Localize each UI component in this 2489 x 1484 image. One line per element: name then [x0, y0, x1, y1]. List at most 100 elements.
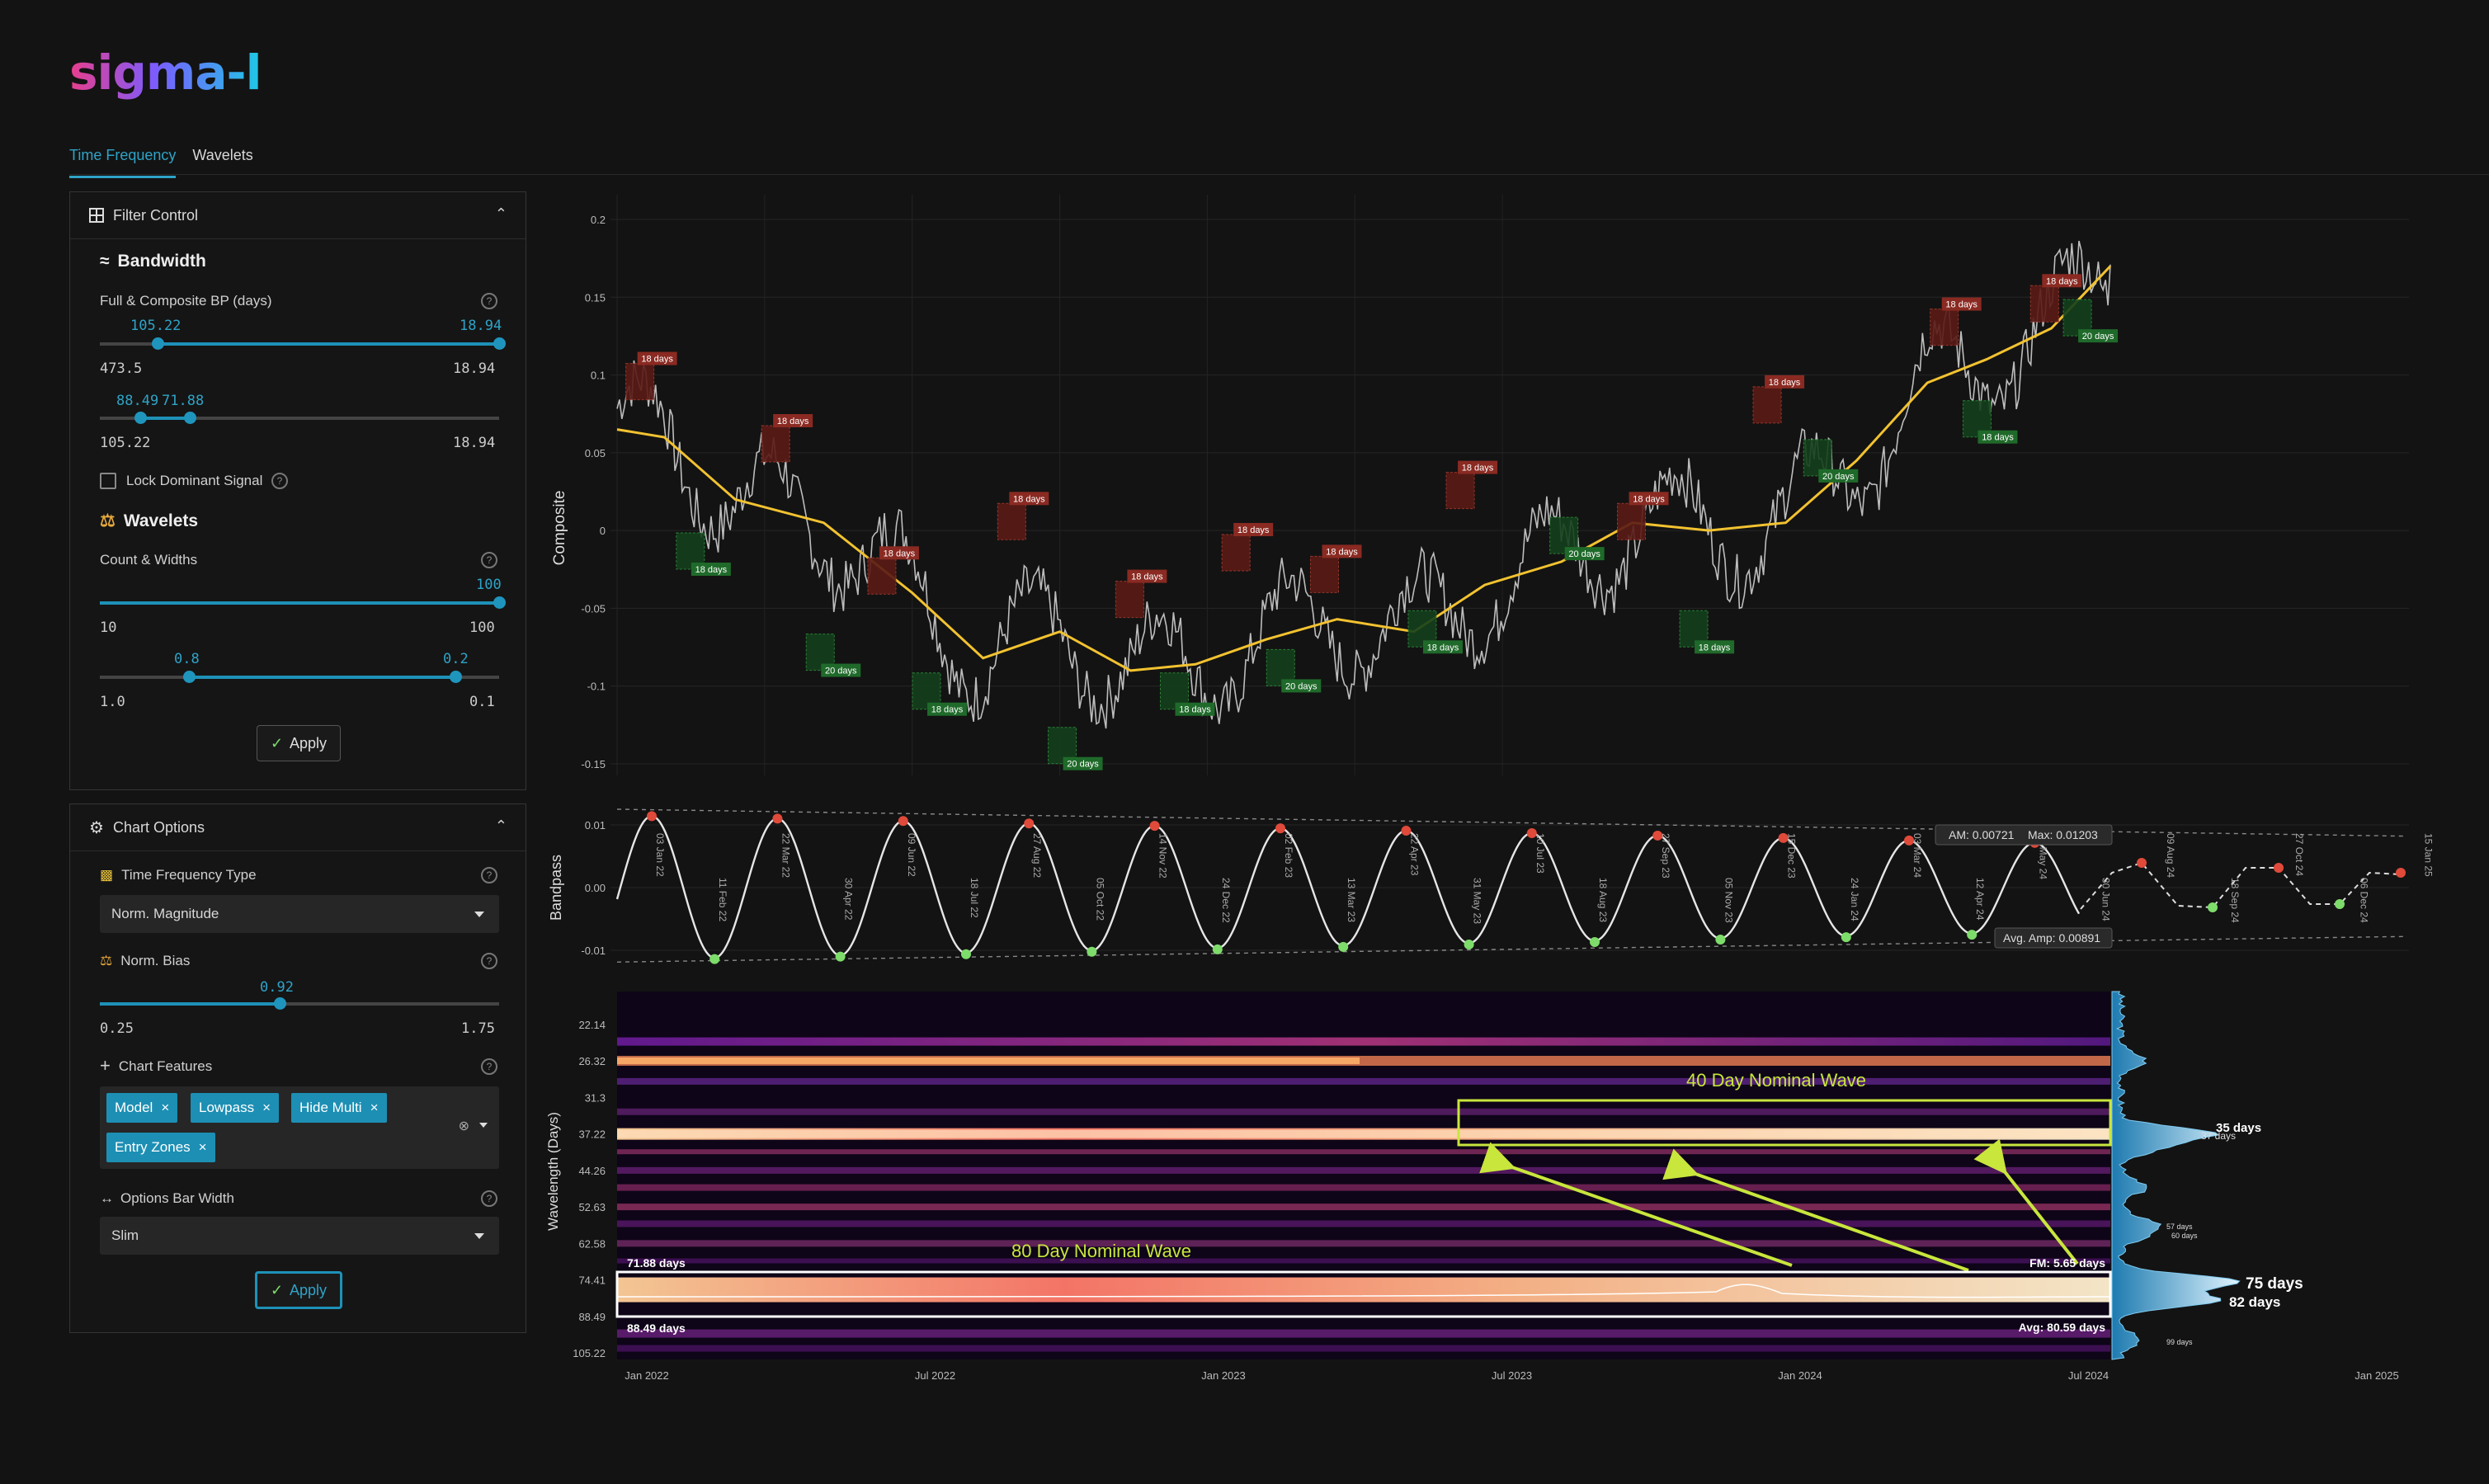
feature-tag[interactable]: Model ×	[106, 1093, 178, 1123]
tf-type-select[interactable]: Norm. Magnitude	[100, 895, 499, 933]
peak-label: 18 days	[1462, 464, 1494, 473]
peak-label: 18 days	[2046, 276, 2078, 286]
peak-dot	[1401, 826, 1412, 836]
lock-dominant-row[interactable]: Lock Dominant Signal	[100, 473, 262, 489]
heatmap-band	[617, 1149, 2110, 1155]
filter-apply-button[interactable]: ✓ Apply	[257, 725, 341, 761]
date-label: 14 Nov 22	[1157, 833, 1169, 879]
date-label: 05 Oct 22	[1094, 878, 1105, 921]
peak-label-bg	[773, 414, 813, 427]
y-tick-label: 0.01	[585, 819, 606, 832]
slider-handle[interactable]	[493, 337, 506, 350]
trough-label: 18 days	[1699, 643, 1731, 652]
close-icon[interactable]: ×	[198, 1139, 207, 1155]
slider4-low-value: 0.8	[174, 651, 200, 667]
feature-tag[interactable]: Entry Zones ×	[106, 1133, 215, 1162]
heatmap-band	[617, 1345, 2110, 1352]
heatmap-band	[617, 1108, 2110, 1115]
slider2-high-value: 71.88	[162, 393, 205, 409]
slider-handle[interactable]	[184, 412, 196, 424]
help-icon[interactable]: ?	[481, 552, 497, 568]
peak-label: 18 days	[1769, 378, 1801, 388]
close-icon[interactable]: ×	[161, 1100, 170, 1115]
help-icon[interactable]: ?	[481, 867, 497, 883]
waves-icon: ≈	[100, 252, 110, 271]
lock-dominant-checkbox[interactable]	[100, 473, 116, 489]
y-tick-label: 31.3	[585, 1091, 606, 1104]
trough-label: 18 days	[1982, 433, 2014, 443]
help-icon[interactable]: ?	[481, 293, 497, 309]
chart-options-header[interactable]: ⚙ Chart Options ⌃	[70, 804, 526, 851]
projection-dot	[2137, 858, 2147, 868]
date-label: 27 Sep 23	[1660, 833, 1671, 879]
peak-dot	[647, 811, 657, 822]
trough-label-bg	[1978, 430, 2018, 444]
chevron-up-icon[interactable]: ⌃	[494, 817, 507, 834]
help-icon[interactable]: ?	[481, 1058, 497, 1075]
trough-label-bg	[1422, 640, 1463, 654]
peak-zone	[1221, 534, 1251, 572]
date-label: 05 Nov 23	[1723, 878, 1734, 923]
trough-dot	[1841, 932, 1851, 943]
filter-control-header[interactable]: Filter Control ⌃	[70, 192, 526, 239]
slider-handle[interactable]	[450, 671, 462, 683]
slider-handle[interactable]	[134, 412, 147, 424]
heatmap-band	[617, 1277, 2110, 1303]
bar-width-label: ↔ Options Bar Width	[100, 1190, 234, 1206]
slider3-max: 100	[469, 620, 495, 636]
feature-tag[interactable]: Hide Multi ×	[291, 1093, 387, 1123]
close-icon[interactable]: ×	[262, 1100, 271, 1115]
slider-handle[interactable]	[152, 337, 164, 350]
wavelets-heading: ⚖ Wavelets	[100, 511, 199, 531]
feature-tag[interactable]: Lowpass ×	[191, 1093, 280, 1123]
slider2-min: 105.22	[100, 435, 151, 451]
slider-handle[interactable]	[183, 671, 196, 683]
avg-amp-box: Avg. Amp: 0.00891	[1994, 927, 2113, 949]
app-logo: sigma-l	[69, 45, 262, 101]
bar-width-select[interactable]: Slim	[100, 1217, 499, 1255]
chevron-up-icon[interactable]: ⌃	[494, 205, 507, 222]
date-label: 11 Feb 22	[717, 878, 728, 921]
help-icon[interactable]: ?	[271, 473, 288, 489]
date-label: 24 Dec 22	[1220, 878, 1232, 923]
projection-dot	[2335, 899, 2345, 909]
help-icon[interactable]: ?	[481, 953, 497, 969]
options-apply-button[interactable]: ✓ Apply	[255, 1271, 342, 1309]
arrow-icon	[1479, 1142, 1793, 1267]
width-range-slider[interactable]	[100, 671, 499, 683]
slider-handle[interactable]	[493, 596, 506, 609]
trough-label: 20 days	[1285, 681, 1318, 691]
hist-label-35: 35 days	[2216, 1121, 2261, 1135]
composite-chart: Composite 0.20.150.10.050-0.05-0.1-0.15 …	[551, 195, 2409, 775]
trough-dot	[1464, 939, 1474, 949]
tab-wavelets[interactable]: Wavelets	[192, 147, 253, 163]
filter-control-panel: Filter Control ⌃ ≈ Bandwidth Full & Comp…	[69, 191, 526, 790]
date-label: 09 Jun 22	[906, 833, 917, 877]
annotation-40-day: 40 Day Nominal Wave	[1686, 1070, 1866, 1091]
avg-amp-label: Avg. Amp: 0.00891	[2003, 931, 2100, 945]
clear-icon[interactable]: ⊗	[458, 1119, 469, 1133]
bias-slider[interactable]	[100, 997, 499, 1010]
chevron-down-icon[interactable]	[479, 1123, 488, 1128]
date-label: 12 Apr 24	[1974, 878, 1986, 921]
count-slider[interactable]	[100, 596, 506, 609]
date-label: 18 Jul 22	[969, 878, 980, 918]
date-label: 24 Jan 24	[1849, 878, 1860, 921]
bandpass-chart: Bandpass 0.01 0.00 -0.01 03 Jan 22 11 Feb 2…	[548, 808, 2435, 964]
slider-handle[interactable]	[273, 997, 286, 1010]
trough-label: 20 days	[825, 667, 857, 676]
bandwidth-heading: ≈ Bandwidth	[100, 252, 206, 271]
peak-zone	[1752, 386, 1782, 424]
composite-range-slider[interactable]	[100, 412, 499, 424]
chart-features-multiselect[interactable]: Model × Lowpass × Hide Multi × Entry Zones ×…	[100, 1086, 499, 1169]
bp-range-slider[interactable]	[100, 337, 506, 350]
heatmap-band	[617, 1220, 2110, 1227]
close-icon[interactable]: ×	[370, 1100, 379, 1115]
hist-label-60: 60 days	[2171, 1232, 2198, 1240]
arrow-icon	[1973, 1138, 2079, 1265]
help-icon[interactable]: ?	[481, 1190, 497, 1207]
date-label: 03 Jan 22	[654, 833, 666, 877]
band-top-label: 71.88 days	[627, 1256, 686, 1270]
trough-label: 20 days	[1822, 472, 1855, 482]
tab-time-frequency[interactable]: Time Frequency	[69, 145, 177, 178]
